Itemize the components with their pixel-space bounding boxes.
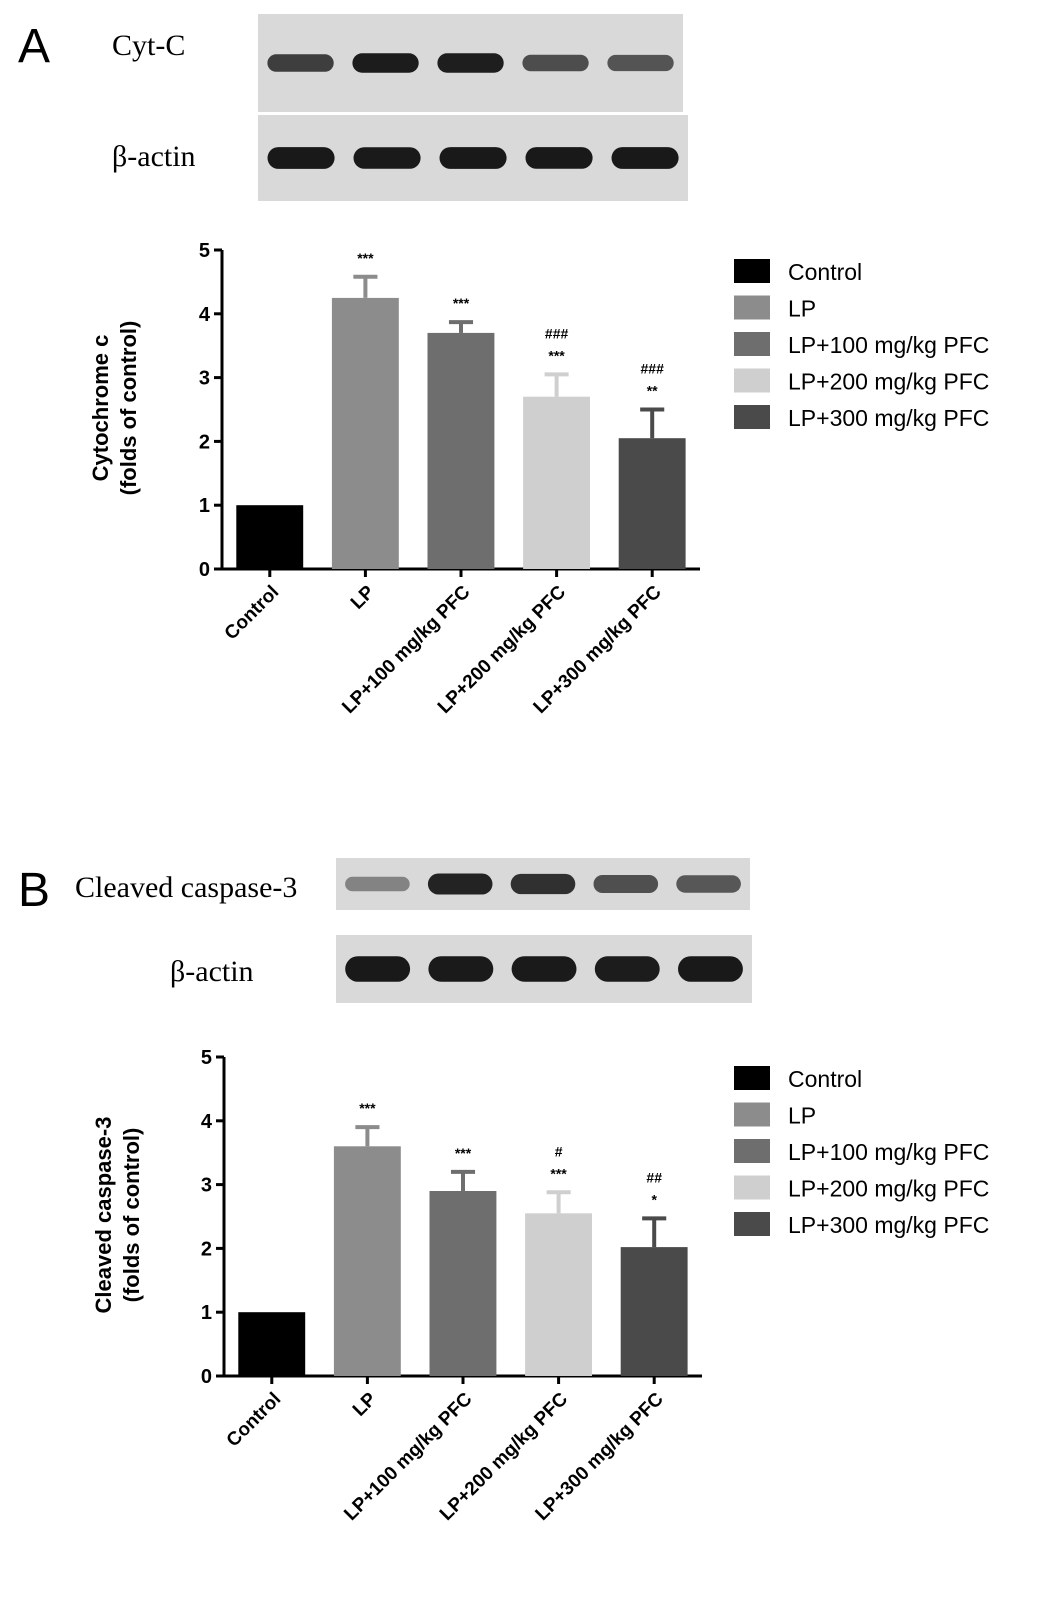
- legend-label: LP+300 mg/kg PFC: [788, 1212, 989, 1238]
- legend-label: Control: [788, 1066, 862, 1092]
- actin-a-band: [353, 147, 421, 169]
- legend-label: LP+200 mg/kg PFC: [788, 369, 989, 395]
- legend-swatch: [734, 1066, 770, 1090]
- legend-label: LP+200 mg/kg PFC: [788, 1176, 989, 1202]
- significance-label: ***: [548, 347, 565, 363]
- blot-label-actin-a: β-actin: [112, 140, 196, 173]
- cytc-band: [522, 54, 589, 72]
- actin-a-band: [439, 147, 507, 169]
- bar: [427, 332, 495, 569]
- y-axis-label-a-line1: Cytochrome c: [88, 335, 113, 482]
- caspase-band: [427, 873, 493, 895]
- y-tick-label: 4: [201, 1111, 213, 1133]
- significance-label: ###: [641, 361, 665, 377]
- significance-label: ***: [550, 1165, 567, 1181]
- legend-swatch: [734, 259, 770, 283]
- legend-label: LP: [788, 1103, 816, 1129]
- western-blot-a: Cyt-C β-actin: [112, 14, 688, 201]
- actin-b-band: [678, 956, 743, 982]
- significance-label: ###: [545, 325, 569, 341]
- western-blot-b: Cleaved caspase-3 β-actin: [75, 858, 752, 1003]
- actin-b-band: [594, 956, 660, 982]
- legend-label: Control: [788, 259, 862, 285]
- legend-swatch: [734, 1102, 770, 1127]
- bar: [620, 1247, 688, 1376]
- cytc-band: [607, 54, 674, 72]
- blot-label-caspase: Cleaved caspase-3: [75, 871, 297, 904]
- y-tick-label: 0: [199, 559, 210, 581]
- legend-label: LP+100 mg/kg PFC: [788, 332, 989, 358]
- caspase-band: [676, 875, 741, 893]
- legend-label: LP+100 mg/kg PFC: [788, 1139, 989, 1165]
- legend-label: LP: [788, 296, 816, 322]
- y-tick-label: 2: [199, 431, 210, 453]
- actin-b-band: [511, 956, 577, 982]
- significance-label: *: [651, 1191, 657, 1207]
- legend-swatch: [734, 295, 770, 320]
- significance-label: ##: [646, 1169, 662, 1185]
- y-tick-label: 1: [199, 495, 210, 517]
- cytc-band: [352, 53, 419, 73]
- cytc-band: [437, 53, 504, 73]
- blot-label-cytc: Cyt-C: [112, 29, 185, 62]
- y-tick-label: 2: [201, 1238, 212, 1260]
- actin-a-band: [611, 147, 679, 169]
- significance-label: #: [555, 1143, 563, 1159]
- caspase-band: [510, 873, 576, 895]
- y-tick-label: 5: [199, 240, 210, 262]
- bar: [238, 1312, 306, 1376]
- actin-a-band: [525, 147, 593, 169]
- legend-swatch: [734, 332, 770, 356]
- actin-a-band: [267, 147, 335, 169]
- legend-swatch: [734, 405, 770, 429]
- legend-swatch: [734, 1139, 770, 1163]
- y-axis-label-a-line2: (folds of control): [116, 321, 141, 496]
- bar: [618, 438, 686, 569]
- caspase-band: [345, 876, 410, 892]
- panel-letter-b: B: [18, 864, 50, 917]
- significance-label: ***: [359, 1100, 376, 1116]
- y-tick-label: 0: [201, 1366, 212, 1388]
- bar: [429, 1191, 497, 1376]
- y-tick-label: 3: [199, 368, 210, 390]
- significance-label: ***: [453, 295, 470, 311]
- panel-letter-a: A: [18, 20, 50, 73]
- y-tick-label: 3: [201, 1175, 212, 1197]
- bar: [331, 297, 399, 569]
- bar: [523, 396, 590, 569]
- y-axis-label-b-line2: (folds of control): [119, 1128, 144, 1303]
- y-tick-label: 5: [201, 1047, 212, 1069]
- legend-swatch: [734, 1212, 770, 1236]
- y-tick-label: 1: [201, 1302, 212, 1324]
- legend-b: Control LP LP+100 mg/kg PFC LP+200 mg/kg PF…: [734, 1066, 989, 1238]
- y-axis-label-b-line1: Cleaved caspase-3: [91, 1117, 116, 1314]
- significance-label: ***: [357, 250, 374, 266]
- y-tick-label: 4: [199, 304, 211, 326]
- legend-swatch: [734, 1175, 770, 1200]
- actin-b-band: [345, 956, 411, 982]
- legend-swatch: [734, 368, 770, 393]
- legend-label: LP+300 mg/kg PFC: [788, 405, 989, 431]
- significance-label: ***: [455, 1145, 472, 1161]
- cytc-band: [267, 54, 334, 72]
- significance-label: **: [647, 383, 658, 399]
- bar: [525, 1213, 592, 1376]
- caspase-band: [593, 875, 659, 893]
- bar: [333, 1146, 401, 1376]
- legend-a: Control LP LP+100 mg/kg PFC LP+200 mg/kg PF…: [734, 259, 989, 431]
- bar: [236, 505, 304, 569]
- panel-b: B Cleaved caspase-3 β-actin Cleaved casp…: [18, 858, 989, 1525]
- actin-b-band: [428, 956, 494, 982]
- blot-label-actin-b: β-actin: [170, 955, 254, 988]
